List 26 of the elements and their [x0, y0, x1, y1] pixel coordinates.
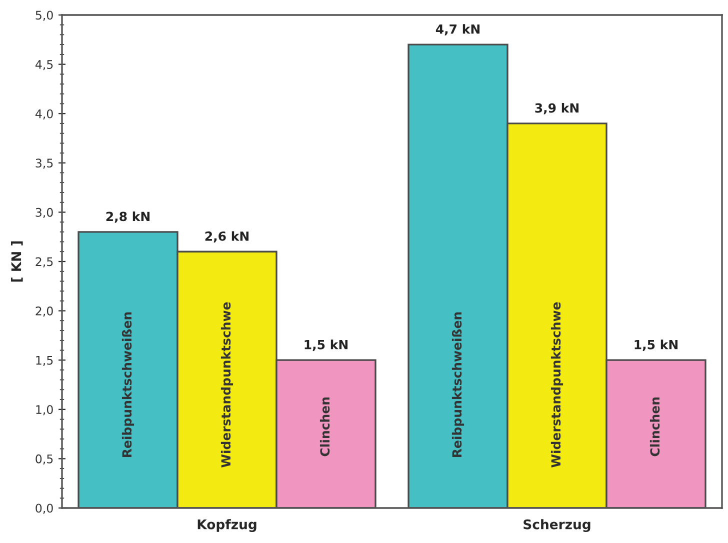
text: Widerstandpunktschwe — [550, 302, 564, 468]
y-tick-label: 2,5 — [36, 257, 53, 268]
data-label: 4,7 kN — [436, 24, 480, 36]
y-axis-title: [ KN ] — [11, 241, 23, 282]
y-tick-label: 0,0 — [36, 504, 53, 514]
text: Clinchen — [650, 397, 660, 456]
x-tick-label: Kopfzug — [198, 519, 256, 532]
y-tick-label: 4,5 — [35, 60, 53, 70]
x-tick-label: Scherzug — [524, 519, 590, 532]
data-label: 2,6 kN — [205, 231, 248, 242]
y-tick-label: 1,0 — [36, 405, 53, 416]
text: Reibpunktschweißen — [452, 312, 464, 457]
y-tick-label: 1,5 — [36, 356, 53, 366]
data-label: 3,9 kN — [535, 103, 578, 114]
series-label: Reibpunktschweißen — [122, 312, 134, 457]
series-label: Widerstandpunktschwe — [220, 302, 234, 468]
y-tick-label: 3,5 — [36, 158, 53, 169]
y-tick-label: 0,5 — [36, 454, 53, 465]
y-tick-label: 5,0 — [36, 10, 53, 21]
data-label: 1,5 kN — [634, 340, 678, 351]
data-label: 1,5 kN — [304, 340, 348, 351]
y-tick-label: 4,0 — [35, 109, 53, 120]
series-label: Clinchen — [320, 397, 330, 456]
data-label: 2,8 kN — [106, 211, 150, 223]
y-tick-label: 2,0 — [36, 306, 53, 317]
y-tick-label: 3,0 — [36, 208, 53, 218]
